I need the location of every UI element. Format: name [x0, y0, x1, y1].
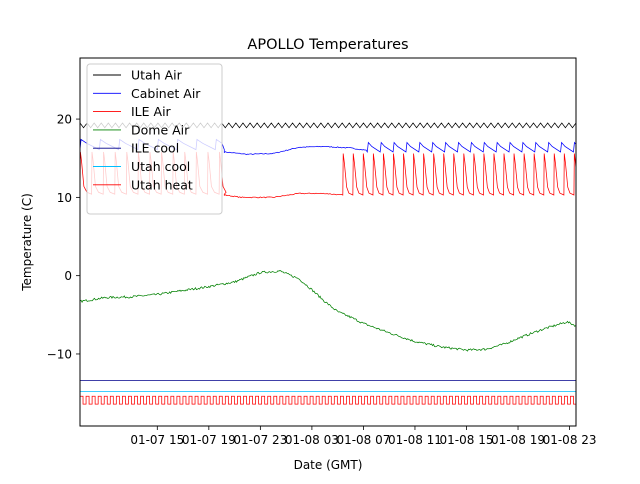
legend-label-cabinet-air: Cabinet Air	[131, 86, 201, 101]
y-axis-ticks: −10 0 10 20	[47, 113, 80, 361]
legend-label-ile-air: ILE Air	[131, 104, 172, 119]
legend-label-utah-heat: Utah heat	[131, 177, 193, 192]
legend-label-dome-air: Dome Air	[131, 122, 190, 137]
x-tick-label: 01-07 23	[233, 433, 287, 447]
x-tick-label: 01-08 07	[336, 433, 390, 447]
x-tick-label: 01-07 15	[130, 433, 184, 447]
x-tick-label: 01-08 23	[543, 433, 597, 447]
series-line-dome-air	[80, 269, 576, 352]
x-tick-label: 01-07 19	[182, 433, 236, 447]
legend: Utah Air Cabinet Air ILE Air Dome Air ILE co…	[86, 63, 223, 215]
y-tick-label: 0	[64, 269, 72, 283]
y-axis-label: Temperature (C)	[20, 193, 34, 292]
plot-frame	[79, 57, 577, 427]
x-tick-label: 01-08 03	[285, 433, 339, 447]
y-tick-label: −10	[47, 347, 72, 361]
y-tick-label: 20	[57, 113, 72, 127]
legend-label-utah-cool: Utah cool	[131, 159, 190, 174]
legend-label-utah-air: Utah Air	[131, 68, 183, 83]
x-tick-label: 01-08 19	[491, 433, 545, 447]
series-line-cabinet-air	[80, 138, 576, 156]
x-tick-label: 01-08 15	[440, 433, 494, 447]
chart-title: APOLLO Temperatures	[247, 37, 408, 53]
x-tick-label: 01-08 11	[388, 433, 442, 447]
x-axis-label: Date (GMT)	[294, 458, 363, 472]
legend-label-ile-cool: ILE cool	[131, 141, 179, 156]
series-line-utah-heat	[80, 395, 576, 405]
legend-box	[86, 63, 223, 215]
y-tick-label: 10	[57, 191, 72, 205]
